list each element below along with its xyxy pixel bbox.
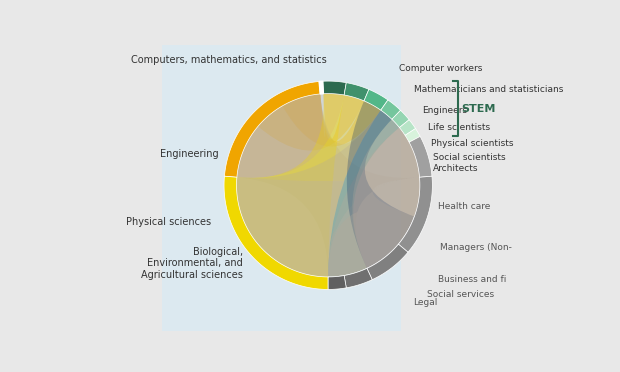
PathPatch shape	[344, 83, 369, 101]
Text: Social services: Social services	[427, 290, 494, 299]
PathPatch shape	[237, 95, 381, 277]
PathPatch shape	[328, 177, 420, 277]
PathPatch shape	[364, 89, 388, 110]
Text: Life scientists: Life scientists	[428, 124, 490, 132]
Text: Computer workers: Computer workers	[399, 64, 482, 73]
PathPatch shape	[328, 276, 347, 289]
Text: Architects: Architects	[433, 164, 479, 173]
Text: Legal: Legal	[414, 298, 438, 307]
PathPatch shape	[328, 110, 399, 277]
PathPatch shape	[399, 120, 415, 135]
PathPatch shape	[392, 110, 409, 128]
PathPatch shape	[224, 81, 320, 177]
PathPatch shape	[237, 110, 420, 277]
PathPatch shape	[258, 94, 364, 151]
Text: Engineering: Engineering	[160, 149, 219, 159]
PathPatch shape	[347, 101, 414, 268]
PathPatch shape	[323, 81, 347, 95]
PathPatch shape	[237, 94, 420, 181]
PathPatch shape	[405, 129, 420, 142]
PathPatch shape	[237, 94, 344, 277]
Polygon shape	[319, 81, 324, 94]
Text: Engineers: Engineers	[422, 106, 467, 115]
PathPatch shape	[344, 268, 372, 288]
PathPatch shape	[328, 268, 372, 289]
Circle shape	[230, 87, 426, 283]
PathPatch shape	[381, 100, 401, 119]
PathPatch shape	[282, 94, 381, 147]
PathPatch shape	[367, 217, 426, 280]
PathPatch shape	[237, 94, 420, 277]
Text: Mathematicians and statisticians: Mathematicians and statisticians	[414, 85, 563, 94]
Text: Health care: Health care	[438, 202, 490, 211]
Text: Computers, mathematics, and statistics: Computers, mathematics, and statistics	[131, 55, 327, 65]
Text: Social scientists: Social scientists	[433, 153, 506, 161]
PathPatch shape	[367, 244, 408, 280]
PathPatch shape	[328, 128, 420, 277]
Text: Managers (Non-: Managers (Non-	[440, 243, 512, 252]
PathPatch shape	[224, 176, 328, 289]
PathPatch shape	[409, 137, 432, 177]
Text: STEM: STEM	[461, 104, 496, 114]
Text: Business and fi: Business and fi	[438, 275, 506, 283]
Text: Biological,
Environmental, and
Agricultural sciences: Biological, Environmental, and Agricultu…	[141, 247, 243, 280]
PathPatch shape	[237, 94, 344, 178]
PathPatch shape	[328, 177, 420, 277]
PathPatch shape	[237, 177, 420, 277]
Text: Physical scientists: Physical scientists	[432, 139, 514, 148]
Text: Physical sciences: Physical sciences	[126, 217, 211, 227]
FancyBboxPatch shape	[68, 0, 401, 372]
PathPatch shape	[352, 119, 420, 268]
PathPatch shape	[399, 176, 432, 252]
